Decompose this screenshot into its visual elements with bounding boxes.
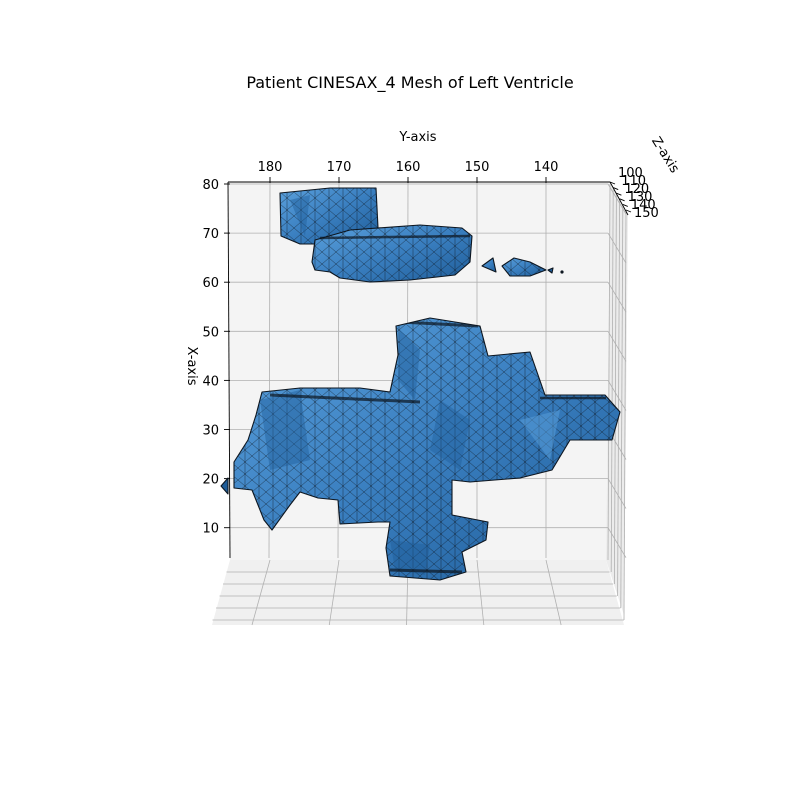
y-tick-labels: 180 170 160 150 140 [258, 160, 559, 175]
y-tick-label: 180 [258, 160, 283, 175]
floor-pane [212, 560, 624, 625]
x-axis-label: X-axis [184, 347, 199, 386]
x-tick-label: 30 [202, 424, 219, 439]
x-tick-label: 10 [202, 522, 219, 537]
chart-title: Patient CINESAX_4 Mesh of Left Ventricle [246, 73, 573, 93]
x-tick-label: 70 [202, 227, 219, 242]
z-tick-label: 110 [621, 174, 646, 189]
x-tick-label: 60 [202, 276, 219, 291]
y-axis-label: Y-axis [398, 130, 436, 145]
z-tick-label: 130 [628, 190, 653, 205]
y-tick-label: 150 [465, 160, 490, 175]
y-tick-label: 170 [327, 160, 352, 175]
axis-edges [227, 181, 629, 559]
z-tick-label: 150 [634, 206, 659, 221]
y-tick-label: 140 [534, 160, 559, 175]
z-axis-label: Z-axis [648, 134, 682, 176]
z-tick-label: 100 [618, 166, 643, 181]
x-tick-labels: 10 20 30 40 50 60 70 80 [202, 178, 219, 537]
x-tick-label: 40 [202, 374, 219, 389]
mesh-fragment-1 [481, 257, 497, 273]
z-tick-label: 120 [624, 182, 649, 197]
z-tick-label: 140 [631, 198, 656, 213]
y-tick-label: 160 [396, 160, 421, 175]
mesh-fragment-3 [547, 267, 554, 274]
x-tick-label: 20 [202, 473, 219, 488]
mesh-fragment-4 [560, 270, 564, 274]
mesh-left-spike [220, 477, 229, 495]
x-tick-label: 80 [202, 178, 219, 193]
x-tick-label: 50 [202, 325, 219, 340]
